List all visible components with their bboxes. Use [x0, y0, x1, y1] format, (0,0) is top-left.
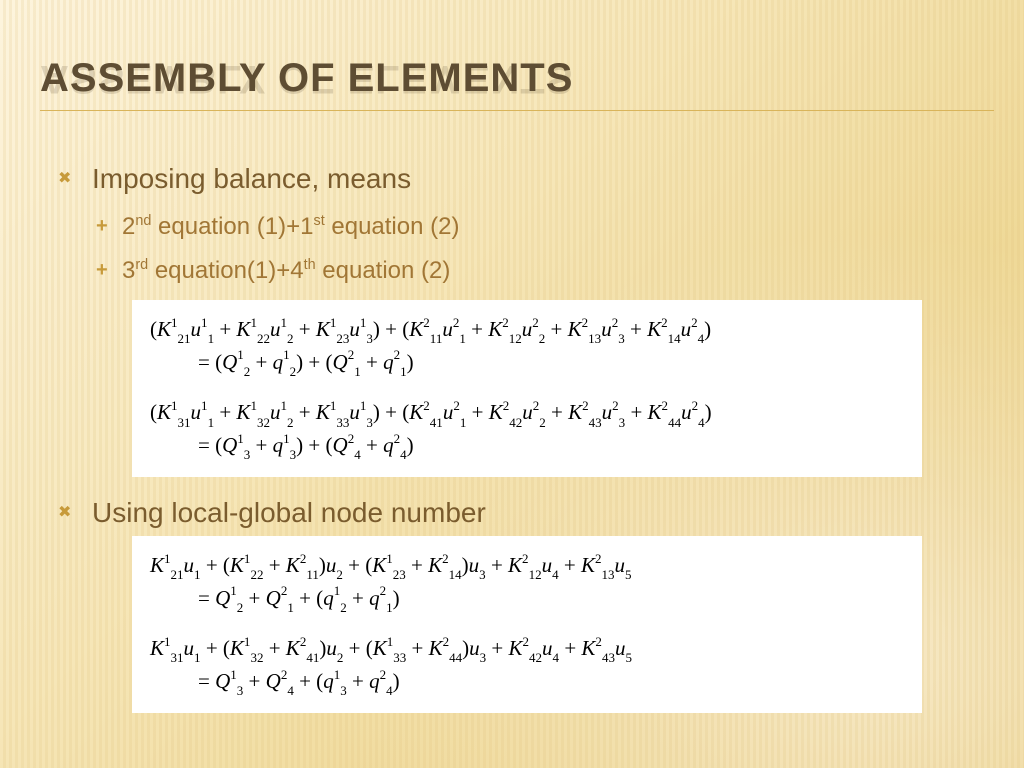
eq2-line1: K121u1 + (K122 + K211)u2 + (K123 + K214)… — [150, 550, 904, 583]
txt: 2 — [122, 213, 135, 240]
ordinal: th — [304, 257, 316, 273]
ordinal: st — [314, 213, 325, 229]
equation-block-2: K121u1 + (K122 + K211)u2 + (K123 + K214)… — [132, 536, 922, 713]
slide-title: ASSEMBLY OF ELEMENTS — [40, 56, 984, 101]
title-underline — [40, 110, 994, 111]
sub-bullet-eq-combo-2: 3rd equation(1)+4th equation (2) — [92, 256, 984, 286]
txt: 3 — [122, 257, 135, 284]
ordinal: rd — [135, 257, 148, 273]
bullet-local-global: Using local-global node number K121u1 + … — [58, 495, 984, 713]
eq2-line4: = Q13 + Q24 + (q13 + q24) — [150, 666, 904, 699]
bullet-list-level2: 2nd equation (1)+1st equation (2) 3rd eq… — [92, 212, 984, 286]
bullet-list-level1: Imposing balance, means 2nd equation (1)… — [58, 161, 984, 713]
txt: equation (2) — [316, 257, 451, 284]
eq1-line1: (K121u11 + K122u12 + K123u13) + (K211u21… — [150, 314, 904, 347]
txt: equation (1)+1 — [151, 213, 313, 240]
eq1-line3: (K131u11 + K132u12 + K133u13) + (K241u21… — [150, 397, 904, 430]
slide: { "title": "ASSEMBLY OF ELEMENTS", "bull… — [0, 0, 1024, 768]
ordinal: nd — [135, 213, 151, 229]
bullet-imposing-balance: Imposing balance, means 2nd equation (1)… — [58, 161, 984, 477]
txt: equation (2) — [325, 213, 460, 240]
bullet-text: Imposing balance, means — [92, 163, 411, 194]
equation-block-1: (K121u11 + K122u12 + K123u13) + (K211u21… — [132, 300, 922, 477]
bullet-text: Using local-global node number — [92, 497, 486, 528]
sub-bullet-eq-combo-1: 2nd equation (1)+1st equation (2) — [92, 212, 984, 242]
slide-content: Imposing balance, means 2nd equation (1)… — [40, 161, 984, 713]
eq1-line2: = (Q12 + q12) + (Q21 + q21) — [150, 347, 904, 380]
eq2-line3: K131u1 + (K132 + K241)u2 + (K133 + K244)… — [150, 633, 904, 666]
eq2-line2: = Q12 + Q21 + (q12 + q21) — [150, 583, 904, 616]
eq1-line4: = (Q13 + q13) + (Q24 + q24) — [150, 430, 904, 463]
txt: equation(1)+4 — [148, 257, 303, 284]
